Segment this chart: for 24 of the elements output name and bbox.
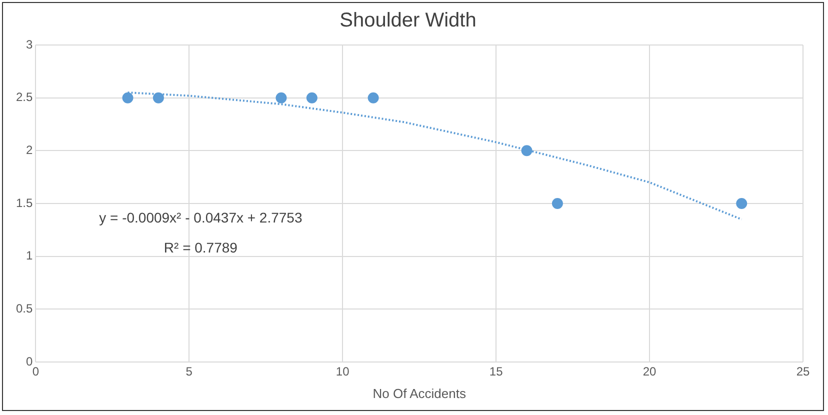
point xyxy=(521,145,532,156)
y-tick-label: 3 xyxy=(26,37,33,52)
y-tick-label: 0 xyxy=(26,354,33,368)
y-tick-label: 2.5 xyxy=(16,90,33,104)
point xyxy=(152,92,164,104)
x-tick-label: 15 xyxy=(489,364,504,379)
chart-title: Shoulder Width xyxy=(340,10,476,32)
x-tick-label: 5 xyxy=(186,364,193,379)
y-tick-label: 1.5 xyxy=(16,196,33,210)
point xyxy=(122,92,134,104)
y-tick-label: 2 xyxy=(26,142,33,157)
y-tick-label: 0.5 xyxy=(16,301,33,316)
x-axis-title: No Of Accidents xyxy=(372,386,466,401)
y-tick-label: 1 xyxy=(26,248,33,263)
point xyxy=(276,92,287,104)
x-tick-label: 20 xyxy=(642,364,657,379)
point xyxy=(306,92,318,104)
point xyxy=(736,198,748,209)
x-tick-label: 10 xyxy=(336,364,350,379)
point xyxy=(368,92,379,104)
x-tick-label: 25 xyxy=(796,364,810,379)
annotation: R² = 0.7789 xyxy=(164,240,238,256)
point xyxy=(552,198,563,209)
annotation: y = -0.0009x² - 0.0437x + 2.7753 xyxy=(99,210,302,226)
